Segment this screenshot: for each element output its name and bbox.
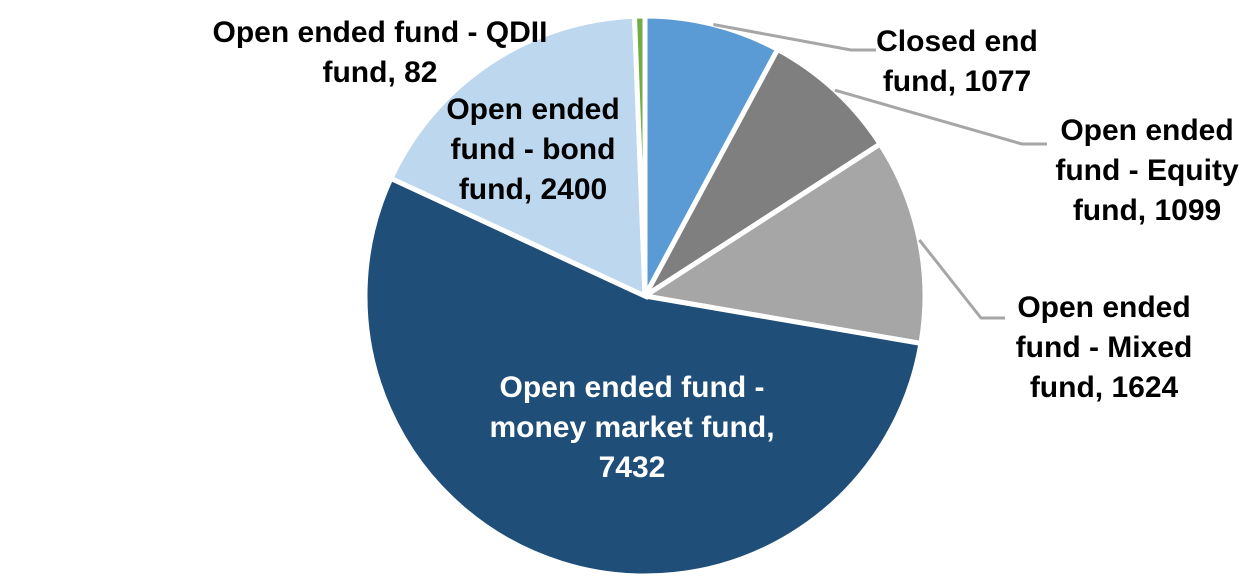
leader-line-closed-end-fund	[713, 23, 876, 52]
pie-slice-mixed-fund[interactable]	[638, 140, 928, 347]
leader-line-equity-fund	[834, 88, 1047, 146]
pie-slice-qdii-fund[interactable]	[631, 13, 648, 297]
pie-slice-equity-fund[interactable]	[642, 46, 884, 299]
pie-slice-closed-end-fund[interactable]	[642, 13, 782, 298]
leader-line-mixed-fund	[918, 238, 1005, 320]
pie-slice-bond-fund[interactable]	[387, 13, 648, 300]
pie-slice-money-market-fund[interactable]	[362, 175, 924, 579]
